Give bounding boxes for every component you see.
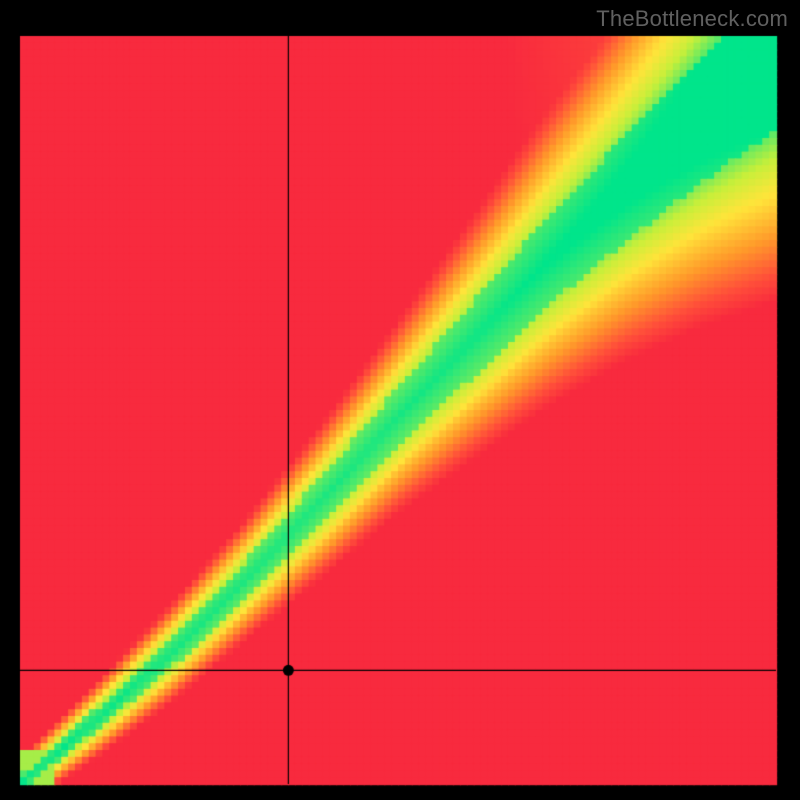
- watermark-text: TheBottleneck.com: [596, 6, 788, 32]
- heatmap-plot: [0, 0, 800, 800]
- chart-container: TheBottleneck.com: [0, 0, 800, 800]
